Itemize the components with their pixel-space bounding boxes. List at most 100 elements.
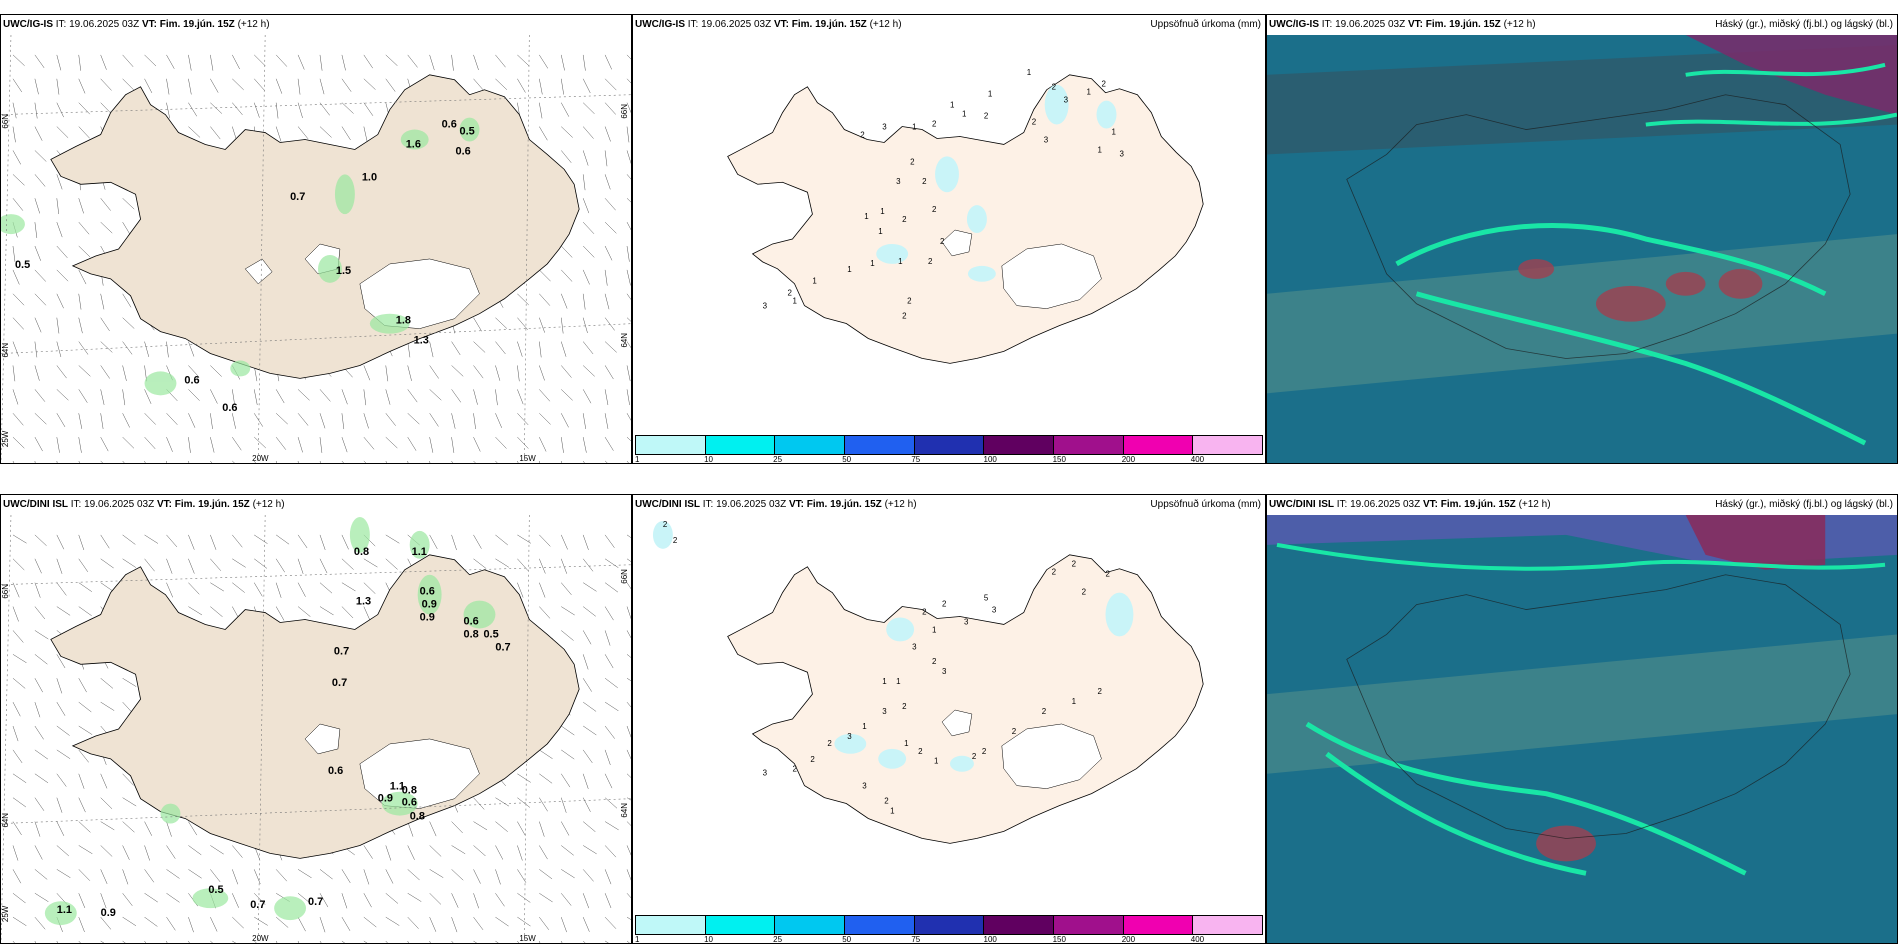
wind-barb [319,582,333,594]
wind-barb [539,413,551,425]
wind-barb [539,773,553,784]
wind-barb [275,78,283,94]
low-cloud-contour [1276,542,1886,571]
wind-barb [78,869,91,881]
wind-barb [473,821,488,831]
wind-barb [78,534,85,551]
wind-barb [341,606,354,619]
wind-barb [78,293,82,310]
colorbar-tick: 1 [635,935,640,944]
wind-barb [626,869,631,881]
wind-barb [517,389,524,405]
glacier [1001,723,1102,789]
wind-barb [12,582,20,598]
wind-barb [517,773,531,783]
wind-barb [539,341,542,358]
cloud-map[interactable] [1267,35,1897,463]
precip-value: 1 [962,110,967,119]
wind-barb [539,940,541,943]
wind-barb [560,317,564,334]
wind-barb [34,654,48,665]
wind-barb [275,582,282,598]
panel-title: Uppsöfnuð úrkoma (mm) [1150,19,1261,30]
wind-barb [56,725,70,736]
precip-value: 2 [928,257,933,266]
wind-barb [604,78,617,91]
wind-barb [34,460,36,463]
cloud-map[interactable] [1267,515,1897,943]
forecast-offset: (+12 h) [252,499,285,510]
wind-barb [582,413,586,429]
wind-barb [275,869,288,882]
colorbar-swatch [636,436,706,454]
glacier [244,258,273,285]
wind-barb [626,749,631,760]
wind-barb [12,678,26,689]
precip-value: 1 [880,207,885,216]
wind-barb [78,54,82,71]
wind-barb [34,78,39,95]
precip-value: 2 [932,657,937,666]
wind-barb [604,221,617,234]
colorbar-tick: 75 [911,455,921,464]
wind-barb [604,845,617,858]
wind-barb [517,821,526,836]
wind-barb [407,341,411,358]
wind-value: 0.5 [460,126,475,138]
wind-barb [254,54,266,67]
precip-value: 3 [1064,96,1069,105]
wind-barb [78,582,93,592]
wind-barb [561,365,572,378]
wind-barb [100,198,111,211]
wind-barb [539,558,546,574]
wind-barb [232,845,243,858]
wind-barb [407,916,419,929]
wind-barb [12,630,24,643]
wind-barb [429,389,442,401]
wind-value: 0.7 [334,645,349,657]
wind-barb [78,893,86,909]
vt-value: Fim. 19.jún. 15Z [1425,19,1501,30]
colorbar-tick: 400 [1190,935,1205,944]
wind-barb [561,869,575,879]
wind-value: 0.5 [208,884,223,896]
wind-barb [604,174,611,190]
wind-barb [604,606,614,621]
wind-barb [604,460,608,463]
wind-barb [34,534,47,546]
panel-header: UWC/IG-IS IT: 19.06.2025 03Z VT: Fim. 19… [1267,15,1897,35]
wind-map[interactable]: 0.8 1.1 0.6 0.9 0.9 1.3 0.6 0.8 0.5 0.7 … [1,515,631,943]
wind-barb [34,269,46,282]
wind-barb [341,413,345,430]
wind-barb [319,78,325,95]
wind-barb [561,845,574,856]
wind-barb [604,630,611,646]
wind-barb [275,558,285,573]
precip-value: 1 [912,123,917,132]
wind-barb [363,54,373,69]
it-value: 19.06.2025 03Z [716,499,787,510]
precip-value: 2 [884,797,889,806]
colorbar-swatch [705,436,776,454]
precip-value: 1 [792,297,797,306]
wind-values: 0.5 0.7 1.0 0.6 0.5 0.6 1.6 1.5 1.8 1.3 … [15,119,475,415]
wind-barb [232,102,243,116]
wind-barb [232,940,236,943]
wind-barb [254,558,268,569]
colorbar-swatch [984,916,1055,934]
lat-label: 64N [1,343,10,358]
wind-barb [78,78,86,94]
lat-label: 64N [620,803,629,818]
wind-barb [626,389,630,406]
coastline [1346,94,1851,359]
wind-barb [297,102,303,119]
wind-map[interactable]: 0.5 0.7 1.0 0.6 0.5 0.6 1.6 1.5 1.8 1.3 … [1,35,631,463]
wind-barb [385,54,398,66]
wind-barb [188,341,195,357]
wind-barb [604,773,613,789]
model-name: UWC/DINI ISL [3,499,68,510]
wind-barb [473,341,486,353]
colorbar-swatch [845,436,915,454]
